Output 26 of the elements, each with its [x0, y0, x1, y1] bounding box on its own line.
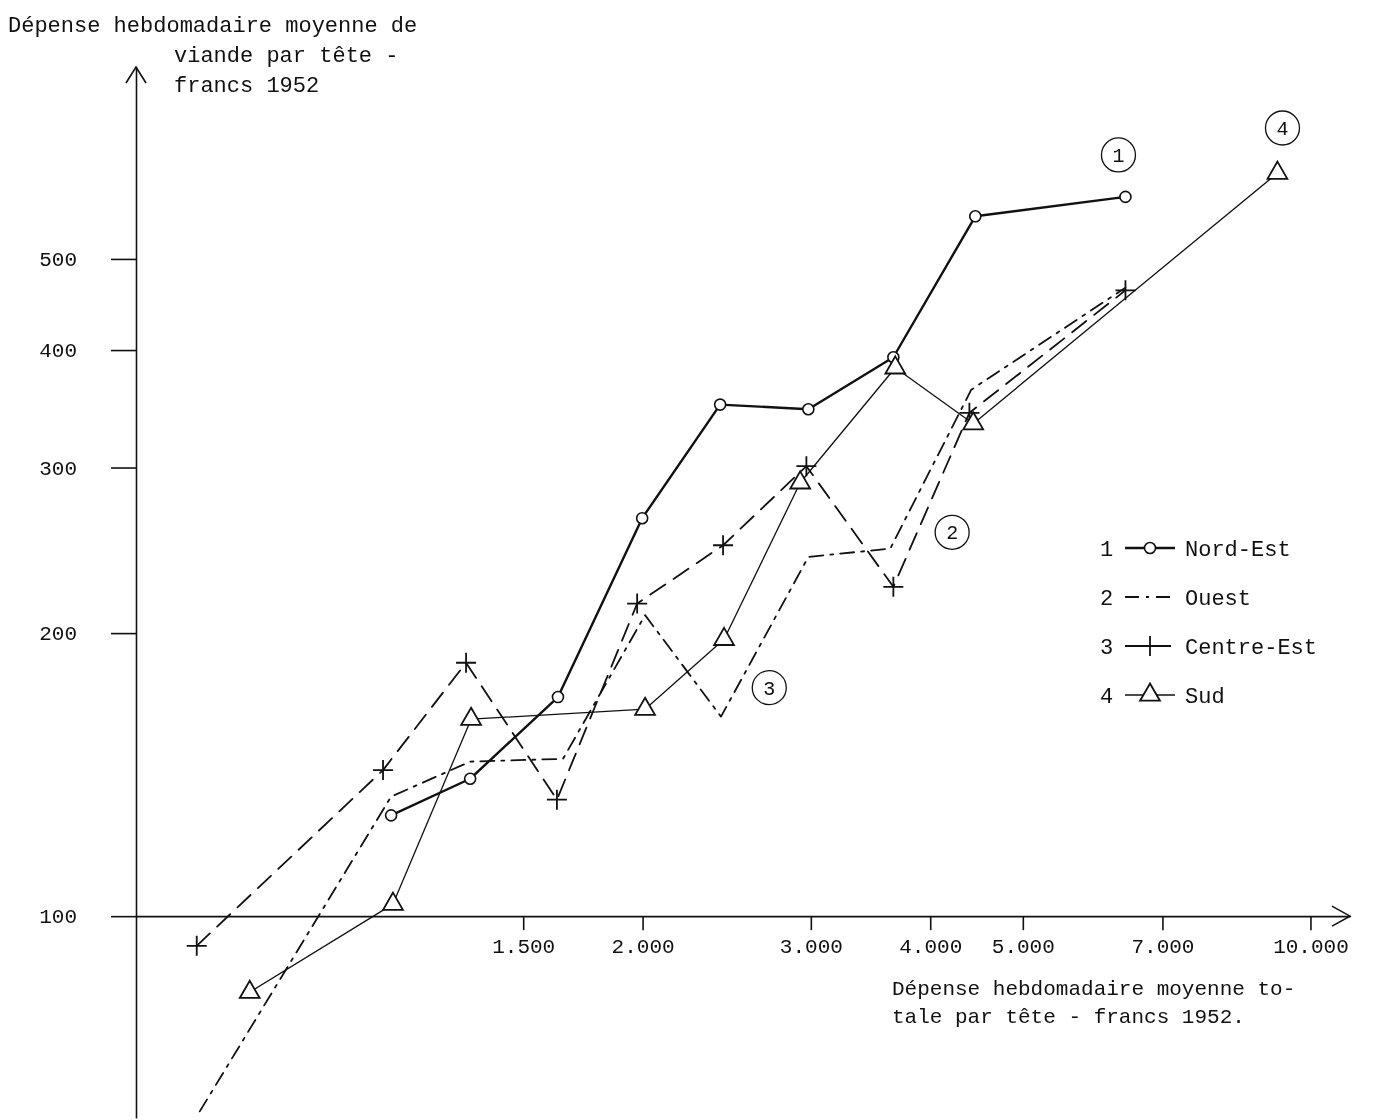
annotation: 1	[1112, 144, 1125, 168]
legend-label: Nord-Est	[1185, 538, 1291, 563]
y-tick-label: 200	[39, 623, 77, 647]
text: 3	[1100, 636, 1114, 661]
text: 1	[1100, 538, 1114, 563]
annotation: 3	[763, 677, 776, 701]
legend-label: Centre-Est	[1185, 636, 1318, 661]
x-tick-label: 1.500	[492, 936, 556, 960]
x-tick-label: 4.000	[899, 936, 963, 960]
x-tick-label: 5.000	[991, 936, 1055, 960]
y-tick-label: 400	[39, 340, 77, 364]
x-tick-label: 7.000	[1131, 936, 1195, 960]
y-tick-label: 100	[39, 906, 77, 930]
y-tick-label: 500	[39, 249, 77, 273]
text: 2	[1100, 587, 1114, 612]
x-axis-title: Dépense hebdomadaire moyenne to- tale par tête - francs 1952.	[892, 978, 1296, 1029]
annotation: 2	[946, 522, 959, 546]
x-tick-label: 3.000	[779, 936, 843, 960]
annotation: 4	[1276, 118, 1289, 141]
legend-label: Sud	[1185, 685, 1225, 710]
y-axis-title: Dépense hebdomadaire moyenne de viande par tête - francs 1952	[8, 14, 418, 99]
x-tick-label: 2.000	[611, 936, 675, 960]
legend-label: Ouest	[1185, 587, 1252, 612]
text: 4	[1100, 685, 1114, 710]
y-tick-label: 300	[39, 457, 77, 481]
x-tick-label: 10.000	[1273, 936, 1349, 960]
